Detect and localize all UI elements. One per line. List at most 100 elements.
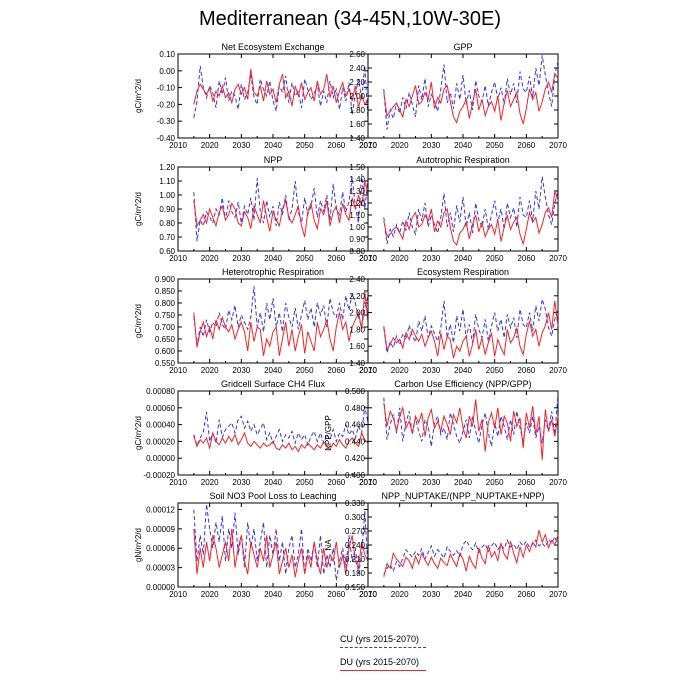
series-line-du bbox=[383, 529, 559, 577]
x-tick-label: 2040 bbox=[454, 141, 472, 150]
x-tick-label: 2050 bbox=[486, 590, 504, 599]
legend-du-label: DU (yrs 2015-2070) bbox=[340, 657, 420, 667]
x-tick-label: 2040 bbox=[264, 366, 282, 375]
series-line-cu bbox=[193, 406, 369, 448]
x-tick-label: 2040 bbox=[454, 478, 472, 487]
legend-cu: CU (yrs 2015-2070) bbox=[340, 634, 450, 648]
x-tick-label: 2030 bbox=[422, 141, 440, 150]
y-tick-label: 0.90 bbox=[159, 205, 175, 214]
x-tick-label: 2010 bbox=[359, 366, 377, 375]
x-tick-label: 2060 bbox=[517, 590, 535, 599]
series-line-cu bbox=[193, 173, 369, 242]
x-tick-label: 2030 bbox=[422, 590, 440, 599]
x-tick-label: 2030 bbox=[232, 254, 250, 263]
x-tick-label: 2070 bbox=[549, 366, 567, 375]
panel-6: Gridcell Surface CH4 Flux gC/m^2/d 2010 202… bbox=[134, 379, 377, 487]
y-tick-label: 0.00040 bbox=[146, 421, 175, 430]
x-tick-label: 2070 bbox=[549, 590, 567, 599]
y-tick-label: 1.40 bbox=[349, 359, 365, 368]
y-tick-label: 0.00012 bbox=[146, 505, 175, 514]
x-tick-label: 2070 bbox=[549, 254, 567, 263]
y-tick-label: 0.10 bbox=[159, 50, 175, 59]
series-line-cu bbox=[383, 55, 559, 130]
y-tick-label: 0.800 bbox=[155, 299, 176, 308]
y-tick-label: -0.40 bbox=[157, 134, 176, 143]
y-tick-label: 0.00000 bbox=[146, 583, 175, 592]
x-tick-label: 2040 bbox=[454, 366, 472, 375]
x-tick-label: 2010 bbox=[359, 478, 377, 487]
y-tick-label: -0.10 bbox=[157, 84, 176, 93]
x-tick-label: 2050 bbox=[486, 366, 504, 375]
y-tick-label: 0.420 bbox=[345, 454, 366, 463]
y-tick-label: 0.900 bbox=[155, 275, 176, 284]
y-axis-label: gC/m^2/d bbox=[134, 304, 143, 338]
panel-title: Autotrophic Respiration bbox=[416, 155, 510, 165]
y-tick-label: 0.70 bbox=[159, 233, 175, 242]
series-line-du bbox=[383, 300, 559, 359]
series-line-du bbox=[383, 72, 559, 125]
y-tick-label: 1.40 bbox=[349, 175, 365, 184]
x-tick-label: 2050 bbox=[486, 254, 504, 263]
panel-9: NPP_NUPTAKE/(NPP_NUPTAKE+NPP) NA 2010 2020 2… bbox=[324, 491, 567, 599]
y-axis-label: gC/m^2/d bbox=[134, 79, 143, 113]
panel-frame bbox=[367, 502, 559, 588]
x-tick-label: 2010 bbox=[169, 366, 187, 375]
x-tick-label: 2060 bbox=[327, 366, 345, 375]
panel-0: Net Ecosystem Exchange gC/m^2/d 2010 2020 20… bbox=[134, 42, 377, 150]
x-tick-label: 2010 bbox=[169, 254, 187, 263]
x-tick-label: 2020 bbox=[391, 141, 409, 150]
y-tick-label: 0.00060 bbox=[146, 404, 175, 413]
y-tick-label: 0.90 bbox=[349, 235, 365, 244]
panel-8: Soil NO3 Pool Loss to Leaching gN/m^2/d 20… bbox=[134, 491, 377, 599]
y-tick-label: -0.30 bbox=[157, 117, 176, 126]
x-tick-label: 2050 bbox=[486, 478, 504, 487]
y-tick-label: 0.00003 bbox=[146, 564, 175, 573]
y-tick-label: 0.240 bbox=[345, 541, 366, 550]
panel-frame bbox=[367, 53, 559, 139]
x-tick-label: 2020 bbox=[391, 366, 409, 375]
y-axis-label: gN/m^2/d bbox=[134, 528, 143, 562]
series-line-cu bbox=[383, 299, 559, 354]
y-tick-label: 0.300 bbox=[345, 513, 366, 522]
legend-cu-label: CU (yrs 2015-2070) bbox=[340, 634, 420, 644]
x-tick-label: 2010 bbox=[169, 590, 187, 599]
y-tick-label: 0.60 bbox=[159, 247, 175, 256]
panel-title: Heterotrophic Respiration bbox=[222, 267, 324, 277]
x-tick-label: 2060 bbox=[327, 254, 345, 263]
y-tick-label: 1.60 bbox=[349, 342, 365, 351]
x-tick-label: 2020 bbox=[201, 366, 219, 375]
series-line-du bbox=[193, 69, 369, 108]
y-tick-label: 0.210 bbox=[345, 555, 366, 564]
y-tick-label: 0.550 bbox=[155, 359, 176, 368]
y-tick-label: 1.10 bbox=[349, 211, 365, 220]
x-tick-label: 2010 bbox=[169, 478, 187, 487]
x-tick-label: 2040 bbox=[454, 590, 472, 599]
legend-du: DU (yrs 2015-2070) bbox=[340, 657, 450, 671]
x-tick-label: 2050 bbox=[296, 590, 314, 599]
panel-5: Ecosystem Respiration 2010 2020 2030 2040 205… bbox=[349, 267, 567, 375]
y-tick-label: 1.10 bbox=[159, 177, 175, 186]
x-tick-label: 2050 bbox=[486, 141, 504, 150]
series-line-cu bbox=[383, 535, 559, 576]
y-tick-label: 1.00 bbox=[159, 191, 175, 200]
y-tick-label: 0.00080 bbox=[146, 387, 175, 396]
x-tick-label: 2050 bbox=[296, 478, 314, 487]
x-tick-label: 2060 bbox=[327, 141, 345, 150]
y-tick-label: 2.20 bbox=[349, 78, 365, 87]
x-tick-label: 2060 bbox=[517, 478, 535, 487]
y-tick-label: 0.00020 bbox=[146, 437, 175, 446]
panel-title: Gridcell Surface CH4 Flux bbox=[221, 379, 326, 389]
y-tick-label: 2.20 bbox=[349, 292, 365, 301]
y-tick-label: 0.850 bbox=[155, 287, 176, 296]
series-line-cu bbox=[383, 176, 559, 244]
x-tick-label: 2020 bbox=[201, 478, 219, 487]
panel-4: Heterotrophic Respiration gC/m^2/d 2010 202… bbox=[134, 267, 377, 375]
x-tick-label: 2010 bbox=[359, 590, 377, 599]
x-tick-label: 2050 bbox=[296, 254, 314, 263]
series-line-du bbox=[193, 528, 369, 578]
x-tick-label: 2020 bbox=[391, 478, 409, 487]
y-tick-label: 0.650 bbox=[155, 335, 176, 344]
y-tick-label: 2.40 bbox=[349, 275, 365, 284]
